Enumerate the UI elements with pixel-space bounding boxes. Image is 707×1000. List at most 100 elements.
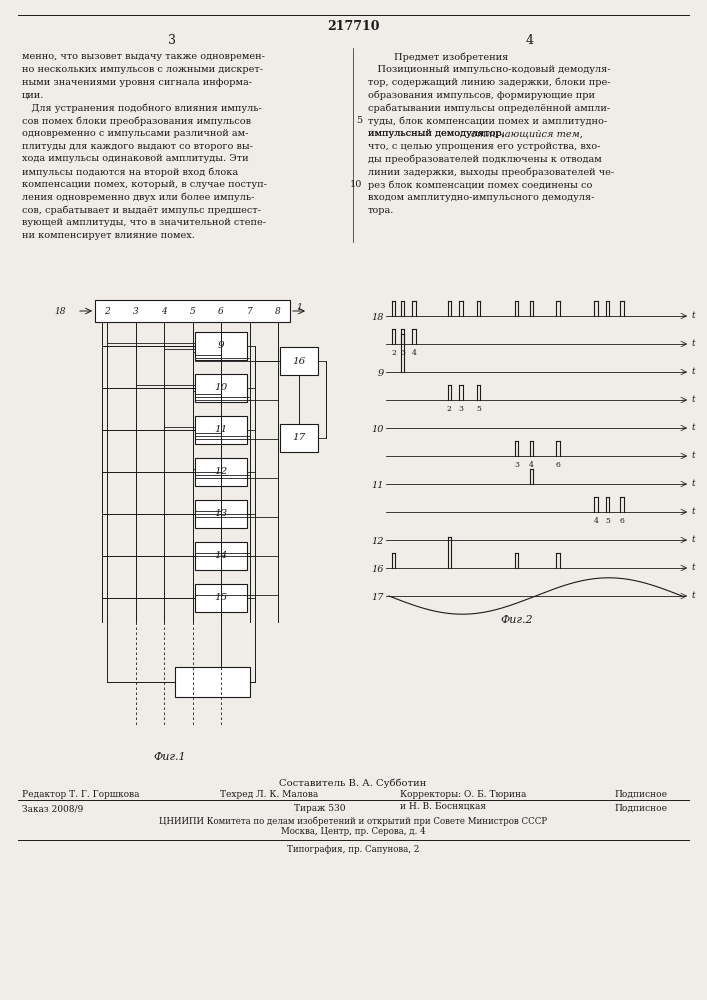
Bar [195, 416, 247, 444]
Bar [195, 542, 247, 570]
Text: 3: 3 [514, 461, 519, 469]
Text: 17: 17 [293, 434, 305, 442]
Text: плитуды для каждого выдают со второго вы-: плитуды для каждого выдают со второго вы… [22, 142, 253, 151]
Text: Тираж 530: Тираж 530 [294, 804, 346, 813]
Bar [195, 500, 247, 528]
Text: ни компенсирует влияние помех.: ни компенсирует влияние помех. [22, 231, 195, 240]
Text: 4: 4 [529, 461, 534, 469]
Text: t: t [692, 508, 696, 516]
Text: импульсный демодулятор,: импульсный демодулятор, [368, 129, 508, 138]
Text: 16: 16 [293, 357, 305, 365]
Text: образования импульсов, формирующие при: образования импульсов, формирующие при [368, 90, 595, 100]
Text: Для устранения подобного влияния импуль-: Для устранения подобного влияния импуль- [22, 103, 262, 113]
Text: входом амплитудно-импульсного демодуля-: входом амплитудно-импульсного демодуля- [368, 193, 595, 202]
Text: 7: 7 [247, 308, 252, 316]
Text: 12: 12 [214, 468, 228, 477]
Text: t: t [692, 367, 696, 376]
Text: 8: 8 [275, 308, 281, 316]
Text: хода импульсы одинаковой амплитуды. Эти: хода импульсы одинаковой амплитуды. Эти [22, 154, 249, 163]
Bar [280, 424, 318, 452]
Text: ды преобразователей подключены к отводам: ды преобразователей подключены к отводам [368, 154, 602, 164]
Text: t: t [692, 395, 696, 404]
Text: 5: 5 [189, 308, 195, 316]
Bar [195, 374, 247, 402]
Text: ЦНИИПИ Комитета по делам изобретений и открытий при Совете Министров СССР: ЦНИИПИ Комитета по делам изобретений и о… [159, 816, 547, 826]
Text: t: t [692, 312, 696, 320]
Text: 2: 2 [391, 349, 396, 357]
Text: 2: 2 [447, 405, 452, 413]
Text: 2: 2 [104, 308, 110, 316]
Text: Позиционный импульсно-кодовый демодуля-: Позиционный импульсно-кодовый демодуля- [368, 65, 611, 74]
Text: 5: 5 [356, 116, 362, 125]
Text: 13: 13 [214, 510, 228, 518]
Text: 15: 15 [214, 593, 228, 602]
Text: 5: 5 [605, 517, 610, 525]
Text: Составитель В. А. Субботин: Составитель В. А. Субботин [279, 778, 427, 788]
Text: 12: 12 [371, 538, 384, 546]
Text: 18: 18 [371, 314, 384, 322]
Text: t: t [692, 452, 696, 460]
Bar [280, 347, 318, 375]
Text: 6: 6 [620, 517, 625, 525]
Text: 1: 1 [296, 304, 302, 312]
Text: Москва, Центр, пр. Серова, д. 4: Москва, Центр, пр. Серова, д. 4 [281, 827, 426, 836]
Bar [175, 667, 250, 697]
Text: сов помех блоки преобразования импульсов: сов помех блоки преобразования импульсов [22, 116, 251, 125]
Text: срабатывании импульсы определённой ампли-: срабатывании импульсы определённой ампли… [368, 103, 610, 113]
Text: ления одновременно двух или более импуль-: ления одновременно двух или более импуль… [22, 193, 255, 202]
Text: 9: 9 [218, 342, 224, 351]
Text: 4: 4 [411, 349, 416, 357]
Text: импульсный демодулятор,: импульсный демодулятор, [368, 129, 508, 138]
Text: что, с целью упрощения его устройства, вхо-: что, с целью упрощения его устройства, в… [368, 142, 600, 151]
Text: 10: 10 [350, 180, 362, 189]
Bar [195, 458, 247, 486]
Text: 4: 4 [161, 308, 167, 316]
Text: 14: 14 [214, 552, 228, 560]
Text: 5: 5 [477, 405, 481, 413]
Text: 3: 3 [133, 308, 139, 316]
Text: Подписное: Подписное [614, 790, 667, 799]
Text: 16: 16 [371, 566, 384, 574]
Text: компенсации помех, который, в случае поступ-: компенсации помех, который, в случае пос… [22, 180, 267, 189]
Text: 3: 3 [168, 33, 176, 46]
Text: рез блок компенсации помех соединены со: рез блок компенсации помех соединены со [368, 180, 592, 190]
Text: ными значениями уровня сигнала информа-: ными значениями уровня сигнала информа- [22, 78, 252, 87]
Text: 217710: 217710 [327, 19, 379, 32]
Text: t: t [692, 591, 696, 600]
Text: импульсы подаются на второй вход блока: импульсы подаются на второй вход блока [22, 167, 238, 177]
Text: 11: 11 [214, 426, 228, 434]
Text: но нескольких импульсов с ложными дискрет-: но нескольких импульсов с ложными дискре… [22, 65, 263, 74]
Text: t: t [692, 564, 696, 572]
Text: t: t [692, 340, 696, 349]
Text: одновременно с импульсами различной ам-: одновременно с импульсами различной ам- [22, 129, 248, 138]
Text: 3: 3 [400, 349, 405, 357]
Text: менно, что вызовет выдачу также одновремен-: менно, что вызовет выдачу также одноврем… [22, 52, 265, 61]
Text: Техред Л. К. Малова: Техред Л. К. Малова [220, 790, 318, 799]
Text: 9: 9 [378, 369, 384, 378]
Text: 6: 6 [555, 461, 560, 469]
Text: тора.: тора. [368, 206, 395, 215]
Text: 11: 11 [371, 482, 384, 490]
Text: 4: 4 [526, 33, 534, 46]
Text: Корректоры: О. Б. Тюрина: Корректоры: О. Б. Тюрина [400, 790, 527, 799]
Text: 3: 3 [459, 405, 464, 413]
Text: 6: 6 [218, 308, 224, 316]
Text: 10: 10 [214, 383, 228, 392]
Text: Редактор Т. Г. Горшкова: Редактор Т. Г. Горшкова [22, 790, 139, 799]
Text: и Н. В. Босняцкая: и Н. В. Босняцкая [400, 802, 486, 811]
Text: Типография, пр. Сапунова, 2: Типография, пр. Сапунова, 2 [287, 845, 419, 854]
Text: Фиг.1: Фиг.1 [153, 752, 187, 762]
Text: сов, срабатывает и выдаёт импульс предшест-: сов, срабатывает и выдаёт импульс предше… [22, 206, 261, 215]
Text: 17: 17 [371, 593, 384, 602]
Bar [195, 584, 247, 612]
Bar [95, 300, 290, 322]
Text: t: t [692, 480, 696, 488]
Text: 4: 4 [593, 517, 598, 525]
Text: вующей амплитуды, что в значительной степе-: вующей амплитуды, что в значительной сте… [22, 218, 266, 227]
Text: линии задержки, выходы преобразователей че-: линии задержки, выходы преобразователей … [368, 167, 614, 177]
Text: Фиг.2: Фиг.2 [500, 615, 533, 625]
Text: 10: 10 [371, 426, 384, 434]
Text: Заказ 2008/9: Заказ 2008/9 [22, 804, 83, 813]
Text: ции.: ции. [22, 90, 45, 99]
Text: t: t [692, 536, 696, 544]
